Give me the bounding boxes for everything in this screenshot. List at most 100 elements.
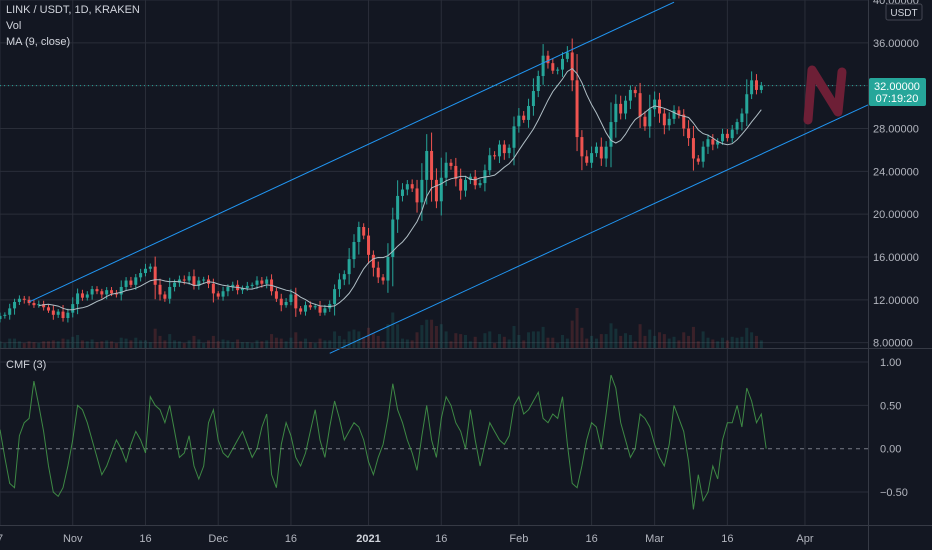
ma-label[interactable]: MA (9, close) <box>6 36 71 48</box>
symbol-title[interactable]: LINK / USDT, 1D, KRAKEN <box>6 4 140 16</box>
volume-bar <box>289 337 293 348</box>
volume-bar <box>51 340 55 348</box>
volume-bar <box>274 337 278 348</box>
volume-bar <box>303 338 308 348</box>
candle-up <box>226 286 230 292</box>
volume-bar <box>250 343 254 348</box>
cmf-tick-label: 0.00 <box>880 444 901 456</box>
candle-down <box>434 179 438 202</box>
volume-bar <box>735 337 739 348</box>
price-tick-label: 24.00000 <box>873 166 919 178</box>
candle-down <box>114 293 118 295</box>
volume-bar <box>721 337 725 348</box>
volume-bar <box>90 339 94 348</box>
candle-down <box>80 293 84 298</box>
candle-up <box>541 55 545 77</box>
candle-up <box>745 94 749 114</box>
volume-bar <box>648 329 652 348</box>
candle-up <box>323 308 327 313</box>
candle-down <box>522 115 526 120</box>
countdown-tag: 07:19:20 <box>876 93 919 105</box>
volume-bar <box>672 336 676 348</box>
candle-up <box>400 189 404 196</box>
time-tick-label: 2021 <box>356 533 380 545</box>
candle-down <box>211 283 215 294</box>
volume-bar <box>337 335 341 348</box>
volume-bar <box>425 319 429 348</box>
time-tick-label: Mar <box>645 533 664 545</box>
candle-up <box>624 100 628 114</box>
volume-bar <box>580 327 584 348</box>
candle-up <box>672 110 676 119</box>
candle-up <box>735 122 739 130</box>
candle-down <box>153 266 157 285</box>
volume-bar <box>105 340 109 348</box>
candle-up <box>527 106 531 120</box>
volume-bar <box>299 341 303 348</box>
candle-down <box>682 114 686 129</box>
currency-tag: USDT <box>890 8 917 19</box>
candle-down <box>725 133 729 139</box>
candle-up <box>231 284 235 287</box>
candle-down <box>633 89 637 94</box>
volume-bar <box>415 332 419 348</box>
channel-upper-line[interactable] <box>28 1 675 303</box>
candle-down <box>362 227 366 236</box>
price-tags: USDT 32.00000 07:19:20 <box>869 3 926 106</box>
volume-bar <box>42 341 46 348</box>
candle-down <box>754 80 758 90</box>
candle-up <box>420 179 424 203</box>
volume-bar <box>134 337 138 348</box>
candle-down <box>163 294 167 299</box>
candle-down <box>192 276 196 286</box>
cmf-tick-label: 1.00 <box>880 357 901 369</box>
volume-bar <box>430 319 434 348</box>
volume-bar <box>454 333 458 348</box>
volume-bar <box>100 341 104 348</box>
candle-down <box>638 93 642 117</box>
volume-bar <box>352 329 356 348</box>
candle-up <box>197 280 201 286</box>
volume-bar <box>400 338 404 348</box>
trend-channel[interactable] <box>28 1 869 354</box>
candle-up <box>609 122 613 147</box>
volume-bar <box>148 342 152 348</box>
volume-bar <box>541 326 545 348</box>
volume-bar <box>701 331 705 348</box>
channel-lower-line[interactable] <box>329 104 869 354</box>
volume-bar <box>367 327 371 348</box>
cmf-tick-label: −0.50 <box>880 487 908 499</box>
volume-label[interactable]: Vol <box>6 20 22 32</box>
volume-bar <box>405 339 409 348</box>
candle-up <box>706 139 710 147</box>
candle-up <box>168 286 172 299</box>
volume-bar <box>163 340 167 348</box>
candle-up <box>648 109 652 127</box>
currency-tag-box <box>885 3 923 21</box>
volume-bar <box>27 341 31 348</box>
volume-bar <box>76 335 80 348</box>
volume-bar <box>609 323 613 348</box>
volume-bar <box>347 331 351 348</box>
cmf-line <box>0 374 767 510</box>
volume-bar <box>37 343 41 348</box>
candle-up <box>352 241 356 260</box>
volume-bar <box>381 341 385 348</box>
volume-bar <box>221 339 225 348</box>
volume-bar <box>759 340 763 348</box>
candle-up <box>347 259 351 275</box>
candle-up <box>313 306 317 308</box>
price-tick-label: 36.00000 <box>873 38 919 50</box>
candle-up <box>614 103 618 123</box>
candle-up <box>628 89 632 101</box>
volume-bar <box>216 341 220 348</box>
candle-down <box>376 267 380 278</box>
volume-bar <box>114 343 118 348</box>
candle-up <box>173 282 177 287</box>
candle-up <box>143 268 147 274</box>
volume-bar <box>260 341 264 348</box>
cmf-label[interactable]: CMF (3) <box>6 359 47 371</box>
time-tick-label: Feb <box>509 533 528 545</box>
volume-bar <box>124 338 128 348</box>
